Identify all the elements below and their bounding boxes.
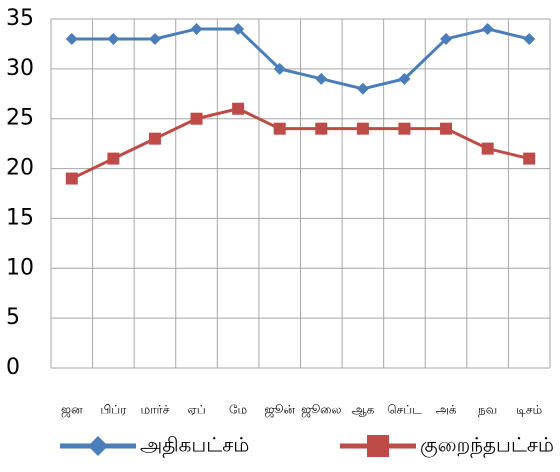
series-line <box>71 27 530 91</box>
point <box>65 172 78 185</box>
point <box>315 72 328 85</box>
y-tick-label: 20 <box>6 156 34 181</box>
y-tick-label: 25 <box>6 106 34 131</box>
x-tick-label: ஜூன் <box>264 403 295 418</box>
point <box>148 132 161 145</box>
y-tick-label: 0 <box>6 355 20 380</box>
point <box>481 142 494 155</box>
point <box>481 22 494 35</box>
series-line <box>71 107 530 180</box>
point <box>356 122 369 135</box>
point <box>148 32 161 45</box>
point <box>232 22 245 35</box>
x-tick-label: மார்ச் <box>141 403 170 417</box>
point <box>190 22 203 35</box>
point <box>398 122 411 135</box>
point <box>398 72 411 85</box>
point <box>273 62 286 75</box>
point <box>523 152 536 165</box>
x-tick-label: பிப்ர <box>100 403 127 417</box>
y-tick-label: 5 <box>6 305 20 330</box>
legend-marker <box>88 436 108 456</box>
legend-label: குறைந்தபட்சம் <box>420 433 554 458</box>
y-tick-label: 15 <box>6 205 34 230</box>
x-tick-label: ஜன <box>61 403 83 418</box>
x-tick-label: ஆக <box>351 403 374 417</box>
x-tick-label: ஏப் <box>187 403 205 417</box>
x-tick-label: செப்ட <box>387 403 422 417</box>
point <box>315 122 328 135</box>
point <box>65 32 78 45</box>
point <box>440 32 453 45</box>
x-tick-label: டிசம் <box>516 403 542 417</box>
y-tick-label: 35 <box>6 6 34 31</box>
x-tick-label: நவ <box>478 403 497 417</box>
x-tick-label: ஜூலை <box>301 403 341 418</box>
y-tick-label: 10 <box>6 255 34 280</box>
legend-marker <box>367 435 389 457</box>
point <box>356 82 369 95</box>
point <box>523 32 536 45</box>
point <box>190 112 203 125</box>
point <box>273 122 286 135</box>
x-tick-label: மே <box>229 403 247 417</box>
point <box>232 102 245 115</box>
point <box>107 152 120 165</box>
legend-label: அதிகபட்சம் <box>140 433 249 458</box>
x-tick-label: அக் <box>436 403 457 417</box>
point <box>107 32 120 45</box>
y-tick-label: 30 <box>6 56 34 81</box>
point <box>440 122 453 135</box>
